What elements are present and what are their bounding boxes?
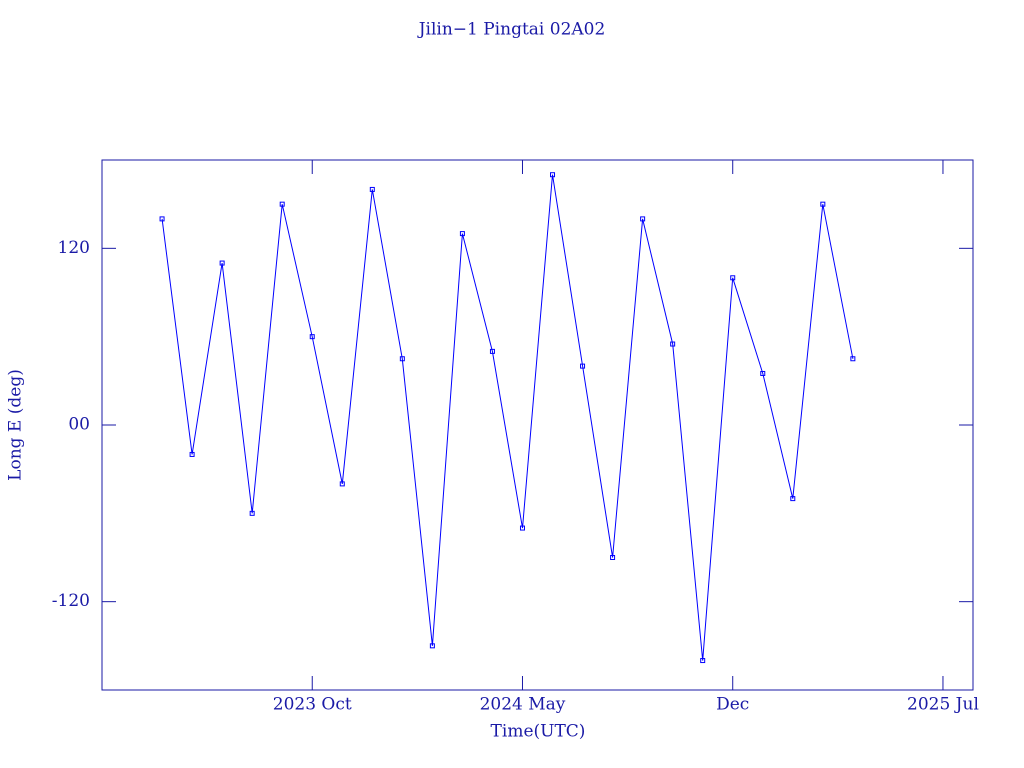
data-point	[700, 658, 706, 664]
data-point	[550, 172, 556, 178]
x-tick-label: Dec	[716, 695, 749, 715]
data-point	[610, 555, 616, 560]
data-point	[309, 334, 315, 340]
data-point	[399, 356, 405, 362]
data-point	[790, 496, 796, 502]
chart-title: Jilin−1 Pingtai 02A02	[417, 20, 606, 40]
data-point	[640, 216, 646, 222]
y-tick-label: -120	[52, 591, 90, 611]
plot-frame	[101, 159, 974, 691]
data-point	[489, 348, 495, 354]
y-tick-label: 120	[58, 238, 90, 258]
data-point	[730, 275, 736, 281]
y-tick-label: 00	[68, 415, 90, 435]
data-point	[279, 201, 285, 207]
data-point	[850, 356, 856, 362]
data-point	[189, 451, 195, 457]
data-point	[580, 363, 586, 369]
data-point	[760, 370, 766, 376]
data-point	[459, 231, 465, 237]
data-point	[519, 525, 525, 531]
data-point	[339, 481, 345, 487]
x-tick-label: 2023 Oct	[273, 695, 352, 715]
data-point	[820, 201, 826, 207]
data-point	[219, 260, 225, 266]
y-axis-label: Long E (deg)	[6, 369, 26, 481]
data-point	[159, 216, 165, 222]
data-point	[670, 341, 676, 347]
data-line	[161, 174, 854, 661]
x-tick-label: 2024 May	[480, 695, 566, 715]
data-point	[249, 510, 255, 516]
x-axis-label: Time(UTC)	[491, 722, 586, 742]
x-tick-label: 2025 Jul	[907, 695, 979, 715]
data-point	[429, 643, 435, 649]
data-point	[369, 186, 375, 192]
